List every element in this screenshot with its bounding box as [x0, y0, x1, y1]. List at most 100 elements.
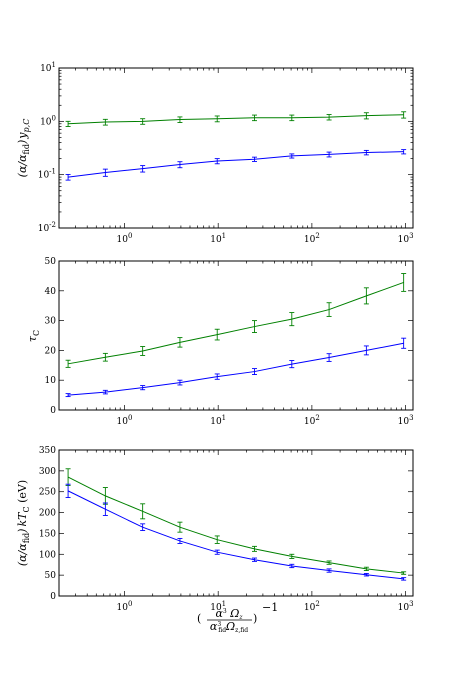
- x-tick-label: 102: [304, 600, 320, 613]
- error-bar: [363, 287, 369, 305]
- error-bar: [401, 273, 407, 292]
- error-bar: [177, 161, 183, 169]
- panel-y-parameter: 100 101 102 103 10-2 10-1 100 101 (α/αfid)yp,C: [16, 61, 414, 245]
- y-tick-label: 0: [50, 592, 56, 602]
- error-bar: [65, 483, 71, 499]
- x-tick-label: 101: [210, 232, 226, 245]
- error-bar: [140, 346, 146, 356]
- error-bar: [326, 560, 332, 565]
- x-tick-label: 100: [117, 414, 133, 427]
- error-bar: [140, 503, 146, 520]
- y-tick-label: 10-2: [38, 221, 56, 234]
- plot-frame: [58, 260, 414, 411]
- x-tick-label: 103: [398, 600, 414, 613]
- error-bar: [401, 111, 407, 119]
- y-tick-label: 350: [39, 446, 56, 456]
- error-bar: [65, 468, 71, 486]
- x-tick-label: 100: [117, 232, 133, 245]
- x-tick-label: 101: [210, 414, 226, 427]
- error-bar: [326, 302, 332, 317]
- error-bar: [401, 337, 407, 349]
- error-bar: [177, 537, 183, 544]
- y-tick-label: 30: [45, 317, 57, 327]
- error-bar: [363, 345, 369, 356]
- y-tick-label: 10-1: [38, 168, 56, 181]
- error-bar: [363, 149, 369, 156]
- y-axis-label: (α/αfid)yp,C: [16, 119, 31, 178]
- series-line: [68, 342, 404, 396]
- error-bar: [65, 173, 71, 181]
- error-bar: [401, 149, 407, 155]
- y-tick-label: 200: [39, 509, 56, 519]
- error-bar: [401, 577, 407, 581]
- error-bar: [289, 360, 295, 369]
- error-bar: [65, 120, 71, 127]
- error-bar: [289, 553, 295, 559]
- plot-frame: [58, 67, 414, 229]
- x-label-open-paren: (: [197, 612, 201, 625]
- error-bar: [326, 151, 332, 158]
- x-tick-label: 100: [117, 600, 133, 613]
- y-tick-label: 100: [40, 114, 56, 127]
- error-bar: [214, 158, 220, 165]
- error-bar: [140, 118, 146, 125]
- error-bar: [252, 156, 258, 162]
- y-tick-label: 10: [45, 376, 57, 386]
- error-bar: [363, 112, 369, 120]
- error-bar: [252, 114, 258, 122]
- error-bar: [102, 389, 108, 395]
- error-bar: [140, 523, 146, 531]
- x-tick-label: 103: [398, 232, 414, 245]
- error-bar: [177, 337, 183, 348]
- error-bar: [177, 521, 183, 533]
- y-tick-label: 50: [45, 257, 57, 267]
- error-bar: [252, 557, 258, 562]
- error-bar: [326, 353, 332, 362]
- error-bar: [102, 118, 108, 126]
- error-bar: [289, 153, 295, 159]
- x-label-numerator: α3 Ωz: [215, 607, 243, 621]
- panel-tau: 100 101 102 103 0 10 20 30 40 50 τC: [26, 257, 414, 427]
- error-bar: [214, 549, 220, 555]
- y-tick-label: 50: [45, 571, 57, 581]
- series-line: [67, 476, 404, 574]
- marks: 100 101 102 103 10-2 10-1 100 101: [38, 61, 414, 245]
- error-bar: [214, 535, 220, 544]
- y-tick-label: 100: [39, 550, 56, 560]
- error-bar: [140, 165, 146, 173]
- y-tick-label: 150: [39, 529, 56, 539]
- error-bar: [214, 115, 220, 123]
- error-bar: [65, 359, 71, 368]
- error-bar: [214, 373, 220, 380]
- error-bar: [102, 487, 108, 505]
- marks: 100 101 102 103 0 10 20 30 40 50: [45, 257, 414, 427]
- x-label-denominator: α3 fidΩz,fid: [210, 620, 248, 634]
- panel-temperature: 100 101 102 103 0 50 100 150 200 250 300 350 (α/αfi…: [16, 446, 414, 613]
- error-bar: [252, 368, 258, 375]
- error-bar: [252, 320, 258, 333]
- error-bar: [289, 312, 295, 327]
- series-line: [67, 490, 404, 580]
- y-tick-label: 300: [39, 467, 56, 477]
- error-bar: [326, 568, 332, 573]
- y-axis-label: τC: [26, 330, 41, 342]
- x-tick-label: 101: [210, 600, 226, 613]
- error-bar: [401, 571, 407, 575]
- error-bar: [214, 328, 220, 341]
- error-bar: [289, 114, 295, 122]
- plot-frame: [58, 449, 414, 597]
- error-bar: [326, 114, 332, 121]
- marks: 100 101 102 103 0 50 100 150 200 250 300 350: [39, 446, 414, 613]
- x-label-exponent: −1: [262, 601, 278, 614]
- x-tick-label: 102: [304, 414, 320, 427]
- error-bar: [65, 393, 71, 398]
- error-bar: [252, 545, 258, 552]
- error-bar: [140, 385, 146, 391]
- error-bar: [102, 352, 108, 362]
- series-line: [68, 151, 404, 178]
- error-bar: [363, 566, 369, 572]
- series-line: [68, 114, 404, 125]
- y-axis-label: (α/αfid)kTC (eV): [16, 480, 31, 566]
- y-tick-label: 20: [45, 346, 57, 356]
